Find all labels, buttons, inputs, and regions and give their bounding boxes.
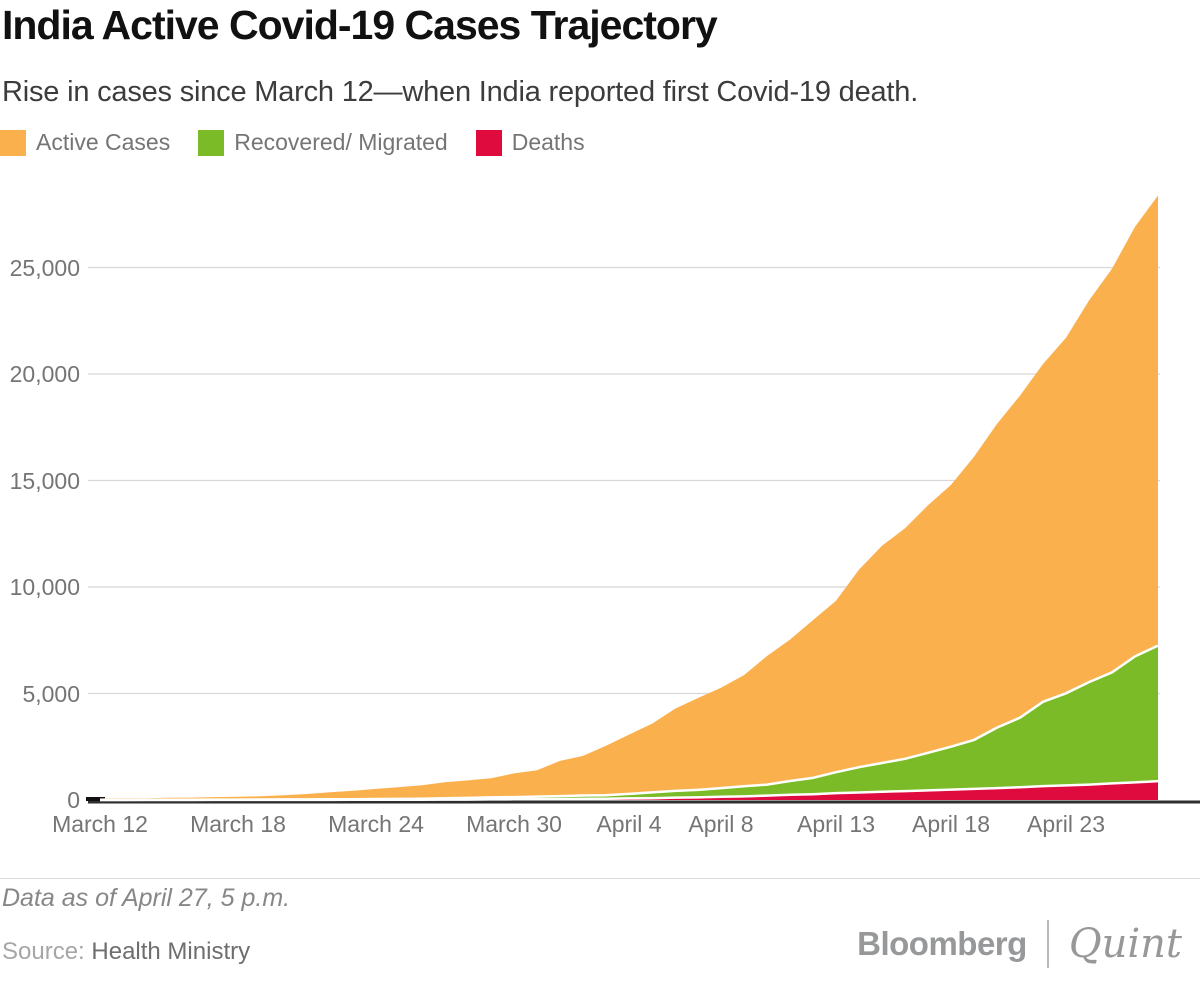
legend-item-active-cases: Active Cases [0,129,170,156]
y-tick-label: 25,000 [9,254,80,281]
x-tick-label: April 23 [1027,811,1105,837]
y-tick-label: 0 [67,787,80,813]
legend-label: Recovered/ Migrated [234,129,448,155]
chart-subtitle: Rise in cases since March 12—when India … [2,76,919,108]
x-tick-label: April 18 [912,811,990,837]
bloomberg-logo: Bloomberg [857,925,1027,962]
deaths-boundary [100,779,1159,802]
x-tick-label: March 30 [466,811,562,837]
brand-logo: Bloomberg Quint [857,920,1182,968]
x-tick-label: March 12 [52,811,148,837]
legend-swatch-icon [475,129,502,156]
page-title: India Active Covid-19 Cases Trajectory [2,2,718,48]
x-tick-label: March 18 [190,811,286,837]
y-tick-label: 15,000 [9,467,80,494]
y-tick-label: 20,000 [9,361,80,387]
x-tick-label: April 13 [797,811,875,837]
active-cases-area [100,195,1158,800]
source-value: Health Ministry [91,938,251,965]
logo-separator-icon [1046,920,1049,968]
x-tick-label: April 8 [688,811,754,837]
source-label: Source: [2,938,85,965]
source-line: Source: Health Ministry [2,938,250,966]
deaths-area [100,781,1158,800]
x-tick-label: April 4 [596,811,662,837]
x-tick-label: March 24 [328,811,424,837]
y-tick-label: 10,000 [9,574,80,600]
legend-label: Deaths [511,129,585,155]
legend-item-recovered-migrated: Recovered/ Migrated [198,129,448,156]
legend-item-deaths: Deaths [475,129,585,156]
legend-label: Active Cases [36,129,171,155]
footer-divider [0,878,1200,879]
y-tick-label: 5,000 [22,680,80,707]
data-note: Data as of April 27, 5 p.m. [2,884,291,912]
quint-logo: Quint [1068,921,1182,967]
legend-swatch-icon [0,129,26,156]
chart-legend: Active Cases Recovered/ Migrated Deaths [0,129,585,156]
legend-swatch-icon [198,129,225,156]
